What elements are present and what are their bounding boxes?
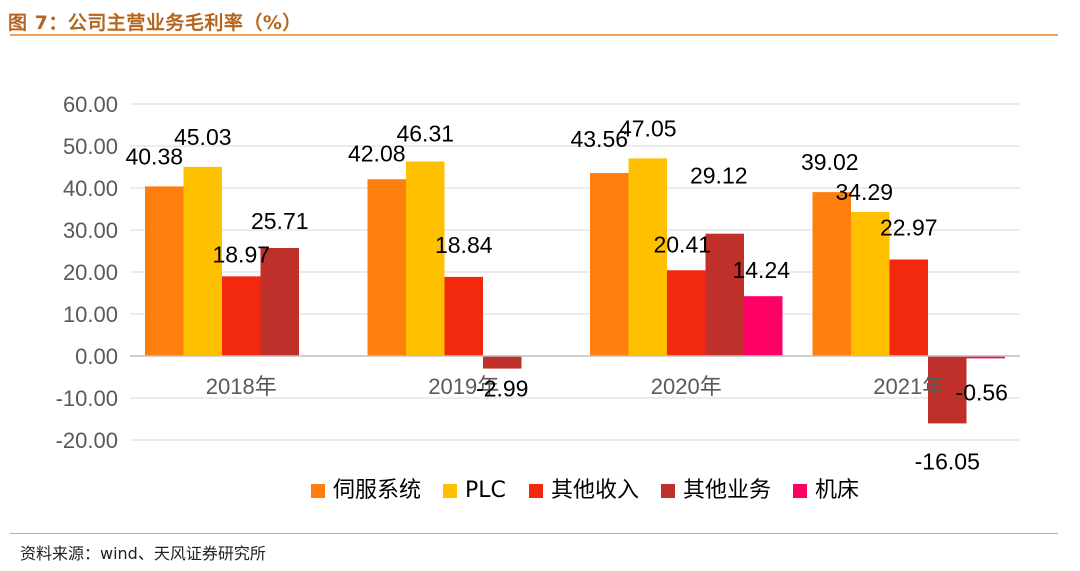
data-label: -2.99 <box>476 376 528 402</box>
data-label: 43.56 <box>570 126 628 152</box>
legend-swatch <box>793 484 807 498</box>
top-rule <box>10 34 1058 36</box>
bottom-rule <box>10 533 1058 534</box>
legend-swatch <box>311 484 325 498</box>
legend-swatch <box>529 484 543 498</box>
data-label: 42.08 <box>348 140 406 166</box>
legend-label: 伺服系统 <box>333 478 421 503</box>
data-label: 20.41 <box>653 231 711 257</box>
x-category-label: 2021年 <box>873 374 944 399</box>
bar-2019-series-0 <box>367 179 406 356</box>
bar-2021-series-3 <box>928 356 967 424</box>
data-label: 39.02 <box>801 149 859 175</box>
x-category-label: 2019年 <box>428 374 499 399</box>
legend-label: PLC <box>465 478 506 503</box>
legend-label: 其他业务 <box>683 478 771 503</box>
data-label: 40.38 <box>125 143 183 169</box>
bar-2018-series-1 <box>183 166 222 356</box>
data-label: 22.97 <box>880 215 938 241</box>
bar-chart: 60.00 50.00 40.00 30.00 20.00 10.00 0.00 -10.00… <box>56 92 1020 503</box>
data-label: 29.12 <box>690 163 748 189</box>
y-tick-label: 30.00 <box>63 218 118 243</box>
y-tick-label: 20.00 <box>63 260 118 285</box>
bar-2019-series-3 <box>483 356 522 369</box>
data-label: 47.05 <box>619 115 677 141</box>
bar-2020-series-0 <box>590 173 629 356</box>
bar-2021-series-1 <box>851 211 890 356</box>
y-tick-label: 0.00 <box>75 344 118 369</box>
y-tick-label: 50.00 <box>63 134 118 159</box>
legend: 伺服系统 PLC 其他收入 其他业务 机床 <box>311 478 859 503</box>
bar-2021-series-4 <box>966 356 1005 359</box>
bar-2020-series-3 <box>705 233 744 356</box>
bar-2020-series-4 <box>744 296 783 356</box>
data-label: 14.24 <box>732 257 790 283</box>
bars <box>145 158 1005 424</box>
source-note: 资料来源：wind、天风证券研究所 <box>20 544 266 563</box>
bar-2018-series-0 <box>145 186 184 356</box>
legend-swatch <box>661 484 675 498</box>
bar-2019-series-1 <box>406 161 445 356</box>
bar-2021-series-0 <box>812 192 851 356</box>
legend-swatch <box>443 484 457 498</box>
y-tick-label: 60.00 <box>63 92 118 117</box>
y-tick-label: 40.00 <box>63 176 118 201</box>
y-tick-label: -20.00 <box>56 428 118 453</box>
data-label: 25.71 <box>251 208 309 234</box>
data-label: -16.05 <box>915 448 980 474</box>
bar-2020-series-2 <box>667 270 706 356</box>
bar-2019-series-2 <box>444 276 483 356</box>
bar-2018-series-2 <box>222 276 261 356</box>
y-tick-label: 10.00 <box>63 302 118 327</box>
data-label: 34.29 <box>835 179 893 205</box>
data-label: -0.56 <box>956 379 1008 405</box>
data-label: 46.31 <box>396 120 454 146</box>
bar-2021-series-2 <box>889 259 928 356</box>
y-tick-label: -10.00 <box>56 386 118 411</box>
x-category-label: 2020年 <box>651 374 722 399</box>
legend-label: 其他收入 <box>551 478 639 503</box>
y-axis: 60.00 50.00 40.00 30.00 20.00 10.00 0.00 -10.00… <box>56 92 118 453</box>
chart-title: 图 7：公司主营业务毛利率（%） <box>8 12 302 34</box>
data-label: 18.84 <box>435 232 493 258</box>
legend-label: 机床 <box>815 478 859 503</box>
bar-2018-series-3 <box>260 248 299 356</box>
x-category-label: 2018年 <box>206 374 277 399</box>
data-label: 18.97 <box>212 241 270 267</box>
data-label: 45.03 <box>174 124 232 150</box>
category-labels: 2018年 2019年 2020年 2021年 <box>206 374 944 399</box>
bar-2020-series-1 <box>628 158 667 356</box>
